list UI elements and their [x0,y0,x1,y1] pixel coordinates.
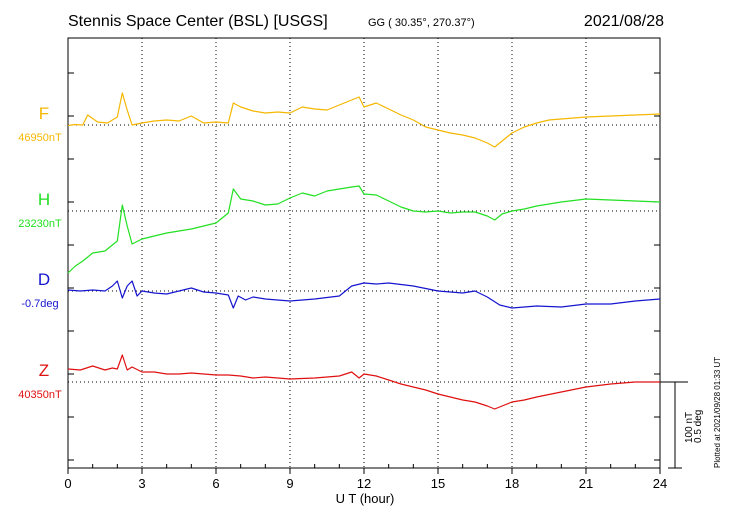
scale-bar [660,381,688,469]
x-tick-label: 9 [286,476,293,491]
x-tick-label: 18 [505,476,519,491]
x-tick-label: 15 [431,476,445,491]
x-tick-label: 3 [138,476,145,491]
x-axis-label: U T (hour) [335,491,395,506]
series-layer [67,92,661,410]
channel-baseline-H: 23230nT [18,218,62,230]
plotted-timestamp: Plotted at 2021/09/28 01:33 UT [713,356,722,468]
x-tick-label: 6 [212,476,219,491]
channel-letter-F: F [39,104,49,123]
scale-label-deg: 0.5 deg [693,409,704,443]
x-tick-label: 21 [579,476,593,491]
chart-date: 2021/08/28 [583,13,664,30]
channel-baseline-D: -0.7deg [21,298,58,310]
series-line-H [67,185,661,274]
baselines-layer [68,124,660,383]
channel-letter-H: H [38,190,50,209]
x-tick-label: 24 [653,476,667,491]
series-line-Z [67,354,660,410]
series-line-D [67,280,661,309]
chart-title: Stennis Space Center (BSL) [USGS] [68,13,328,30]
grid-layer [141,38,587,468]
channel-baseline-Z: 40350nT [18,389,62,401]
channel-letter-D: D [38,270,50,289]
channel-letter-Z: Z [39,361,49,380]
station-coordinates: GG ( 30.35°, 270.37°) [368,17,475,29]
channel-labels: F 46950nT H 23230nT D -0.7deg Z 40350nT [18,104,62,401]
series-line-F [67,92,661,148]
x-tick-label: 12 [357,476,371,491]
ticks-layer: 0 3 6 9 12 15 18 21 24 [64,72,667,491]
x-tick-label: 0 [64,476,71,491]
channel-baseline-F: 46950nT [18,132,62,144]
